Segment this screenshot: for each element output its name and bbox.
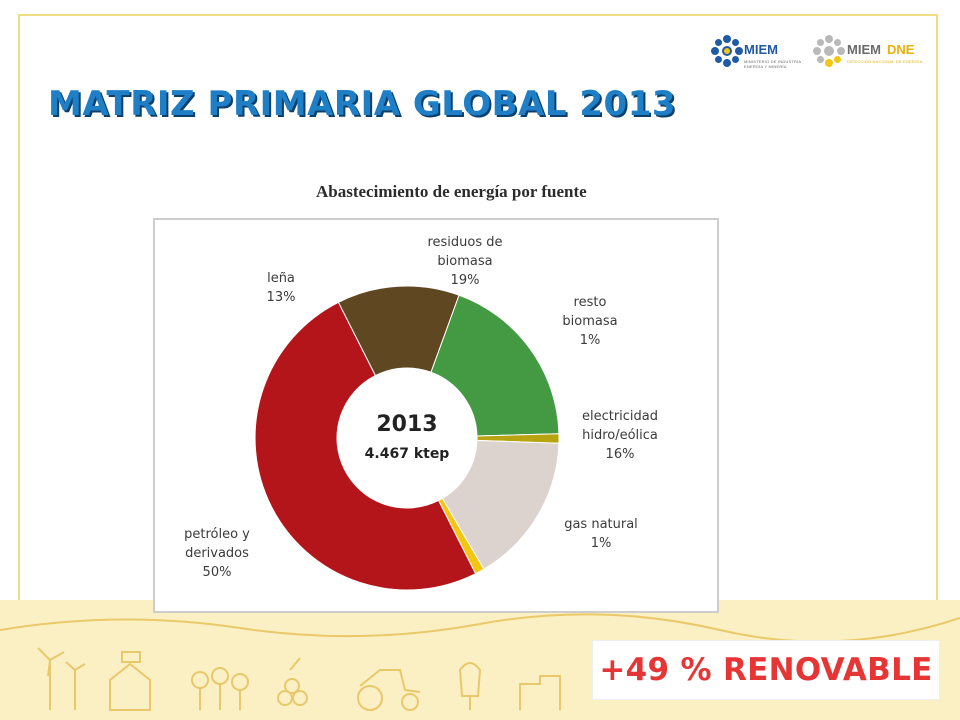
chart-title: Abastecimiento de energía por fuente bbox=[316, 182, 587, 201]
slice-name-label: derivados bbox=[185, 546, 249, 561]
slice-labels: residuos de biomasa 19% resto biomasa 1% elect… bbox=[184, 235, 658, 580]
slice-name-label: resto bbox=[574, 295, 607, 310]
slide-title: MATRIZ PRIMARIA GLOBAL 2013 bbox=[48, 84, 677, 124]
renewable-badge: +49 % RENOVABLE bbox=[592, 640, 940, 700]
dne-logo-subtext: DIRECCIÓN NACIONAL DE ENERGÍA bbox=[847, 59, 923, 64]
slice-value-label: 16% bbox=[606, 447, 635, 462]
dne-star-icon bbox=[813, 35, 845, 67]
slice-name-label: hidro/eólica bbox=[582, 428, 658, 443]
donut-hole bbox=[337, 368, 477, 508]
slice-name-label: biomasa bbox=[562, 314, 617, 329]
slide-frame bbox=[18, 14, 938, 614]
slice-name-label: petróleo y bbox=[184, 527, 250, 542]
slice-value-label: 19% bbox=[451, 273, 480, 288]
slice-name-label: electricidad bbox=[582, 409, 658, 424]
logos-area: MIEM MINISTERIO DE INDUSTRIA ENERGÍA Y M… bbox=[706, 32, 936, 74]
slice-value-label: 13% bbox=[267, 290, 296, 305]
slice-value-label: 1% bbox=[591, 536, 612, 551]
center-total-label: 4.467 ktep bbox=[365, 446, 450, 462]
donut-slices bbox=[254, 285, 560, 591]
dne-logo-text-b: DNE bbox=[887, 42, 915, 57]
miem-star-icon bbox=[711, 35, 743, 67]
slice-value-label: 1% bbox=[580, 333, 601, 348]
slice-value-label: 50% bbox=[203, 565, 232, 580]
miem-logo-subtext-2: ENERGÍA Y MINERÍA bbox=[744, 64, 787, 69]
slice-name-label: biomasa bbox=[437, 254, 492, 269]
dne-logo-text-a: MIEM bbox=[847, 42, 881, 57]
slice-name-label: leña bbox=[267, 271, 295, 286]
center-year-label: 2013 bbox=[376, 412, 437, 437]
donut-chart: 2013 4.467 ktep residuos debiomasa19%res… bbox=[184, 235, 658, 591]
chart-frame: 2013 4.467 ktep residuos de biomasa 19% res… bbox=[153, 218, 719, 613]
slice-name-label: residuos de bbox=[427, 235, 502, 250]
miem-logo-subtext-1: MINISTERIO DE INDUSTRIA bbox=[744, 59, 802, 64]
miem-logo-text: MIEM bbox=[744, 42, 778, 57]
slice-name-label: gas natural bbox=[564, 517, 638, 532]
renewable-badge-text: +49 % RENOVABLE bbox=[599, 652, 933, 688]
